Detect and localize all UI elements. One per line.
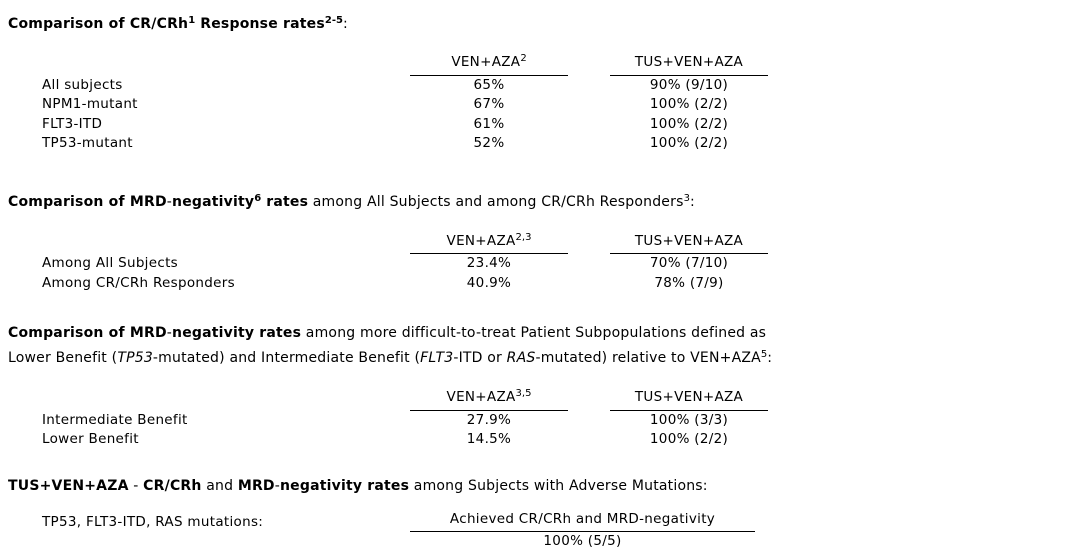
table-row: Among All Subjects 23.4% 70% (7/10) [8, 254, 1082, 274]
title-superscript: 5 [760, 349, 768, 360]
cell-tus-ven-aza: 100% (3/3) [649, 411, 729, 428]
table-header-row: TP53, FLT3-ITD, RAS mutations: Achieved … [8, 510, 1082, 532]
title-text-run: among more difficult-to-treat Patient Su… [301, 325, 767, 341]
cell-ven-aza: 65% [473, 76, 505, 93]
column-header-ven-aza: VEN+AZA2 [410, 49, 568, 76]
table-row: TP53-mutant 52% 100% (2/2) [8, 134, 1082, 154]
column-header-label: TUS+VEN+AZA [634, 389, 744, 405]
title-line-1: Comparison of MRD-negativity rates among… [8, 323, 1082, 344]
row-label: NPM1-mutant [42, 96, 138, 112]
table-header-row: VEN+AZA2,3 TUS+VEN+AZA [8, 228, 1082, 254]
title-text-run: -mutated) relative to VEN+AZA [535, 350, 761, 366]
title-text-run: Comparison of MRD [8, 325, 167, 341]
title-text-run: - [166, 325, 173, 341]
table-row: All subjects 65% 90% (9/10) [8, 76, 1082, 96]
title-text-run: MRD [237, 477, 275, 494]
section-title-tus-ven-aza-adverse-mutations: TUS+VEN+AZA - CR/CRh and MRD-negativity … [8, 476, 1082, 497]
gene-name-italic: FLT3 [420, 350, 454, 366]
title-text-run: - [274, 477, 281, 494]
table-row: NPM1-mutant 67% 100% (2/2) [8, 95, 1082, 115]
title-superscript: 6 [254, 192, 262, 204]
title-text-run: negativity [172, 193, 255, 210]
title-superscript: 2-5 [324, 15, 343, 26]
title-text-run: among Subjects with Adverse Mutations: [409, 477, 708, 494]
cell-tus-ven-aza: 90% (9/10) [649, 76, 729, 93]
table-header-row: VEN+AZA3,5 TUS+VEN+AZA [8, 384, 1082, 411]
title-text-run: : [342, 16, 348, 32]
section-title-mrd-negativity-subpopulations: Comparison of MRD-negativity rates among… [8, 323, 1082, 369]
cell-achieved-value: 100% (5/5) [543, 533, 622, 549]
table-row: Lower Benefit 14.5% 100% (2/2) [8, 430, 1082, 450]
gene-name-italic: TP53 [117, 350, 153, 366]
column-header-ven-aza: VEN+AZA2,3 [410, 228, 568, 254]
title-text-run: Comparison of CR/CRh [8, 16, 189, 32]
column-header-label: VEN+AZA [446, 389, 516, 405]
title-text-run: : [767, 350, 773, 366]
title-text-run: CR/CRh [143, 477, 202, 494]
row-label: Intermediate Benefit [42, 411, 188, 428]
row-label: Among All Subjects [42, 255, 178, 271]
column-header-superscript: 3,5 [515, 388, 532, 399]
column-header-tus-ven-aza: TUS+VEN+AZA [610, 384, 768, 411]
table-row: 100% (5/5) [8, 532, 1082, 552]
cell-ven-aza: 14.5% [466, 431, 512, 447]
title-superscript: 1 [188, 15, 196, 26]
title-text-run: Comparison of MRD [8, 193, 167, 210]
title-text-run: negativity rates [172, 325, 302, 341]
section-title-crcrh-response-rates: Comparison of CR/CRh1 Response rates2-5: [8, 10, 1082, 35]
cell-tus-ven-aza: 100% (2/2) [649, 96, 729, 112]
column-header-label: TUS+VEN+AZA [634, 232, 744, 249]
title-text-run: TUS+VEN+AZA [8, 477, 129, 494]
column-header-label: VEN+AZA [446, 232, 516, 249]
title-text-run: - [166, 193, 173, 210]
row-label: TP53-mutant [42, 135, 133, 151]
column-header-label: TUS+VEN+AZA [634, 54, 744, 70]
title-text-run: Lower Benefit ( [8, 350, 118, 366]
column-header-achieved-crcrh-mrd-negativity: Achieved CR/CRh and MRD-negativity [410, 510, 755, 532]
title-text-run: Response rates [195, 16, 325, 32]
column-header-ven-aza: VEN+AZA3,5 [410, 384, 568, 411]
title-line-2: Lower Benefit (TP53-mutated) and Interme… [8, 344, 1082, 369]
row-label: Among CR/CRh Responders [42, 274, 235, 291]
cell-tus-ven-aza: 100% (2/2) [649, 431, 729, 447]
title-text-run: negativity rates [280, 477, 410, 494]
table-row: Among CR/CRh Responders 40.9% 78% (7/9) [8, 274, 1082, 294]
title-text-run: -ITD or [453, 350, 507, 366]
column-header-label: VEN+AZA [451, 54, 521, 70]
row-label: All subjects [42, 76, 123, 93]
title-text-run: rates [261, 193, 309, 210]
cell-ven-aza: 61% [473, 115, 505, 132]
title-text-run: and [201, 477, 238, 494]
column-header-tus-ven-aza: TUS+VEN+AZA [610, 49, 768, 76]
gene-name-italic: RAS [506, 350, 536, 366]
row-label: Lower Benefit [42, 431, 139, 447]
table-row: Intermediate Benefit 27.9% 100% (3/3) [8, 411, 1082, 431]
cell-ven-aza: 67% [473, 96, 505, 112]
title-text-run: : [689, 193, 695, 210]
column-header-superscript: 2 [520, 53, 527, 64]
column-header-superscript: 2,3 [515, 231, 532, 243]
cell-tus-ven-aza: 100% (2/2) [649, 135, 729, 151]
column-header-tus-ven-aza: TUS+VEN+AZA [610, 228, 768, 254]
cell-tus-ven-aza: 70% (7/10) [649, 255, 729, 271]
section-title-mrd-negativity-rates: Comparison of MRD-negativity6 rates amon… [8, 188, 1082, 213]
table-row: FLT3-ITD 61% 100% (2/2) [8, 115, 1082, 135]
cell-ven-aza: 23.4% [466, 255, 512, 271]
row-label: TP53, FLT3-ITD, RAS mutations: [42, 513, 264, 530]
cell-tus-ven-aza: 100% (2/2) [649, 115, 729, 132]
cell-ven-aza: 27.9% [466, 411, 512, 428]
title-text-run: - [128, 477, 144, 494]
cell-ven-aza: 40.9% [466, 274, 512, 291]
title-text-run: among All Subjects and among CR/CRh Resp… [308, 193, 684, 210]
title-text-run: -mutated) and Intermediate Benefit ( [152, 350, 421, 366]
cell-ven-aza: 52% [473, 135, 505, 151]
title-superscript: 3 [683, 192, 690, 204]
table-header-row: VEN+AZA2 TUS+VEN+AZA [8, 49, 1082, 76]
row-label: FLT3-ITD [42, 115, 103, 132]
cell-tus-ven-aza: 78% (7/9) [654, 274, 724, 291]
